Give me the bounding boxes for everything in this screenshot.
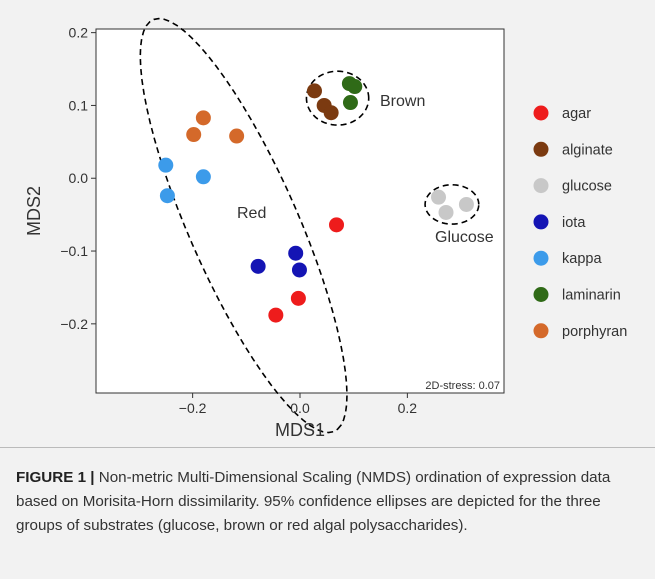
point-porphyran [195,110,211,126]
legend-marker-iota [533,214,549,230]
ellipses-layer [139,17,480,434]
legend-label-laminarin: laminarin [562,288,621,304]
point-agar [329,217,345,233]
legend-marker-kappa [533,250,549,266]
point-agar [290,290,306,306]
point-glucose [431,189,447,205]
caption-label: FIGURE 1 | [16,469,95,486]
point-kappa [158,157,174,173]
legend-label-glucose: glucose [562,179,612,195]
ellipse-brown [305,70,370,126]
plot-panel [95,28,505,394]
legend-marker-porphyran [533,323,549,339]
y-tick-label: −0.1 [60,243,88,259]
point-iota [291,262,307,278]
legend: agar alginate glucose iota kappa laminarin por… [533,105,627,340]
y-axis-ticks: 0.2 0.1 0.0 −0.1 −0.2 [60,25,96,332]
point-glucose [438,204,454,220]
x-axis-ticks: −0.2 0.0 0.2 [179,393,417,416]
legend-label-alginate: alginate [562,142,613,158]
legend-marker-agar [533,105,549,121]
point-laminarin [342,95,358,111]
point-porphyran [229,128,245,144]
stress-annotation: 2D-stress: 0.07 [425,380,500,392]
point-kappa [159,188,175,204]
figure-caption: FIGURE 1 | Non-metric Multi-Dimensional … [16,466,642,538]
caption-text: Non-metric Multi-Dimensional Scaling (NM… [16,469,611,534]
point-iota [250,258,266,274]
legend-marker-glucose [533,178,549,194]
point-kappa [195,169,211,185]
x-tick-label: −0.2 [179,400,207,416]
legend-label-iota: iota [562,215,586,231]
y-tick-label: 0.2 [69,25,89,41]
point-porphyran [186,127,202,143]
point-agar [268,307,284,323]
ellipse-label-brown: Brown [380,93,425,110]
x-axis-label: MDS1 [275,420,325,440]
points-layer [158,76,474,323]
y-tick-label: 0.1 [69,97,89,113]
legend-label-porphyran: porphyran [562,324,627,340]
y-tick-label: −0.2 [60,316,88,332]
y-axis-label: MDS2 [24,186,44,236]
ellipse-glucose [424,183,480,225]
nmds-plot: −0.2 0.0 0.2 0.2 0.1 0.0 −0.1 −0.2 Red Brown G… [24,17,627,440]
y-tick-label: 0.0 [69,170,89,186]
x-tick-label: 0.2 [398,400,418,416]
ellipse-label-red: Red [237,205,266,222]
point-glucose [458,196,474,212]
legend-marker-laminarin [533,287,549,302]
legend-marker-alginate [533,141,549,157]
point-alginate [323,105,339,121]
point-laminarin [347,79,363,95]
ellipse-red [139,17,348,434]
point-alginate [306,83,322,99]
caption-divider [0,447,655,448]
legend-label-agar: agar [562,106,591,122]
x-tick-label: 0.0 [290,400,310,416]
point-iota [288,245,304,261]
legend-label-kappa: kappa [562,251,602,267]
ellipse-label-glucose: Glucose [435,229,494,246]
